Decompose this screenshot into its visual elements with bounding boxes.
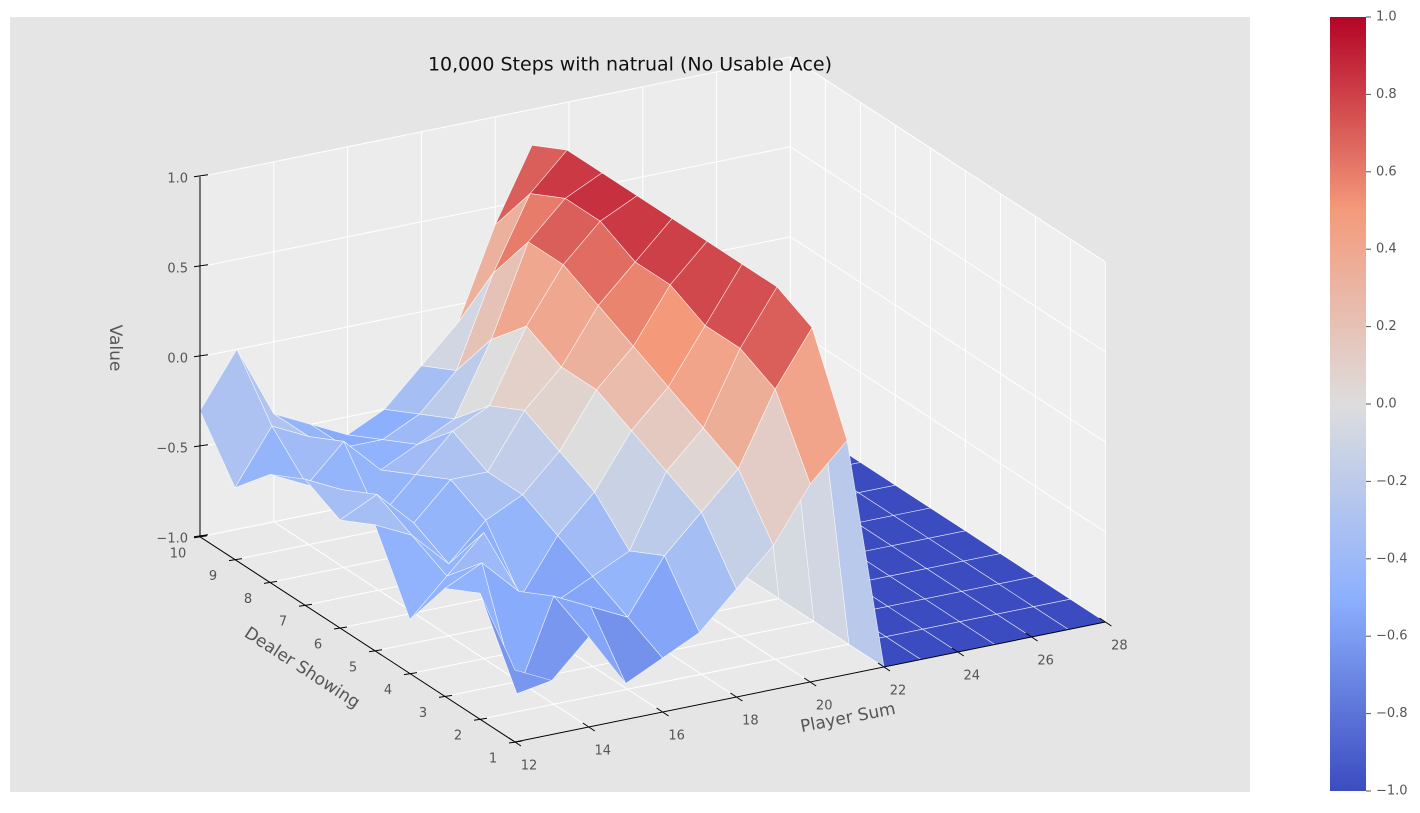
colorbar-tick-label: 0.4 bbox=[1376, 242, 1397, 257]
y-tick bbox=[368, 649, 383, 653]
y-tick-label: 6 bbox=[314, 638, 322, 653]
x-tick bbox=[803, 677, 817, 687]
y-tick bbox=[508, 740, 523, 744]
z-tick bbox=[193, 534, 209, 538]
z-tick bbox=[193, 354, 209, 358]
y-tick bbox=[473, 717, 488, 721]
y-tick-label: 4 bbox=[384, 683, 392, 698]
y-tick-label: 3 bbox=[419, 706, 427, 721]
z-tick bbox=[193, 264, 209, 268]
x-tick-label: 22 bbox=[890, 684, 907, 699]
grid-line bbox=[199, 56, 791, 178]
z-tick-label: 1.0 bbox=[167, 171, 188, 186]
x-tick-label: 18 bbox=[742, 714, 759, 729]
y-tick-label: 8 bbox=[244, 592, 252, 607]
y-tick bbox=[193, 535, 208, 539]
x-tick bbox=[730, 692, 743, 702]
grid-line bbox=[790, 326, 1106, 533]
x-tick-label: 26 bbox=[1037, 654, 1054, 669]
grid-line bbox=[273, 521, 590, 728]
y-tick-label: 5 bbox=[349, 660, 357, 675]
surface-facet bbox=[479, 593, 553, 695]
grid-line bbox=[790, 146, 1106, 353]
x-tick bbox=[1099, 617, 1112, 627]
colorbar-tick-label: −0.4 bbox=[1376, 551, 1408, 566]
chart-title: 10,000 Steps with natrual (No Usable Ace… bbox=[428, 54, 832, 76]
x-tick bbox=[1025, 632, 1038, 642]
colorbar-tick-label: 0.6 bbox=[1376, 164, 1397, 179]
z-axis-label: Value bbox=[105, 325, 125, 372]
z-tick bbox=[193, 444, 209, 448]
y-tick bbox=[333, 626, 348, 630]
colorbar-tick-label: 0.8 bbox=[1376, 87, 1397, 102]
y-axis-line bbox=[199, 536, 516, 743]
y-tick bbox=[263, 580, 278, 584]
colorbar-tick-label: −1.0 bbox=[1376, 784, 1408, 799]
y-tick-label: 9 bbox=[209, 569, 217, 584]
x-tick bbox=[656, 707, 669, 717]
y-tick-label: 2 bbox=[454, 729, 462, 744]
grid-line bbox=[790, 236, 1106, 443]
x-tick-label: 16 bbox=[668, 729, 685, 744]
z-tick-label: −1.0 bbox=[156, 531, 188, 546]
x-tick-label: 24 bbox=[964, 669, 981, 684]
y-tick-label: 7 bbox=[279, 615, 287, 630]
x-tick bbox=[877, 662, 891, 672]
y-tick bbox=[228, 558, 243, 562]
colorbar-tick-label: 0.2 bbox=[1376, 319, 1397, 334]
y-tick-label: 10 bbox=[170, 546, 187, 561]
x-tick-label: 14 bbox=[595, 744, 612, 759]
x-tick-label: 20 bbox=[816, 699, 833, 714]
colorbar-tick-label: −0.8 bbox=[1376, 706, 1408, 721]
grid-line bbox=[790, 56, 1106, 263]
colorbar-tick-label: −0.2 bbox=[1376, 474, 1408, 489]
z-tick-label: 0.0 bbox=[167, 351, 188, 366]
colorbar-tick-label: 1.0 bbox=[1376, 10, 1397, 25]
y-tick bbox=[298, 603, 313, 607]
colorbar-tick-label: 0.0 bbox=[1376, 397, 1397, 412]
z-tick-label: 0.5 bbox=[167, 261, 188, 276]
colorbar bbox=[1330, 17, 1366, 791]
y-tick bbox=[403, 672, 418, 676]
y-tick bbox=[438, 694, 453, 698]
x-tick bbox=[582, 722, 596, 732]
z-tick bbox=[193, 174, 209, 178]
grid-line bbox=[199, 146, 791, 268]
x-tick bbox=[951, 647, 965, 657]
y-tick-label: 1 bbox=[489, 752, 497, 767]
x-tick-label: 12 bbox=[521, 759, 538, 774]
z-tick-label: −0.5 bbox=[156, 441, 188, 456]
x-tick-label: 28 bbox=[1111, 639, 1128, 654]
colorbar-tick-label: −0.6 bbox=[1376, 629, 1408, 644]
